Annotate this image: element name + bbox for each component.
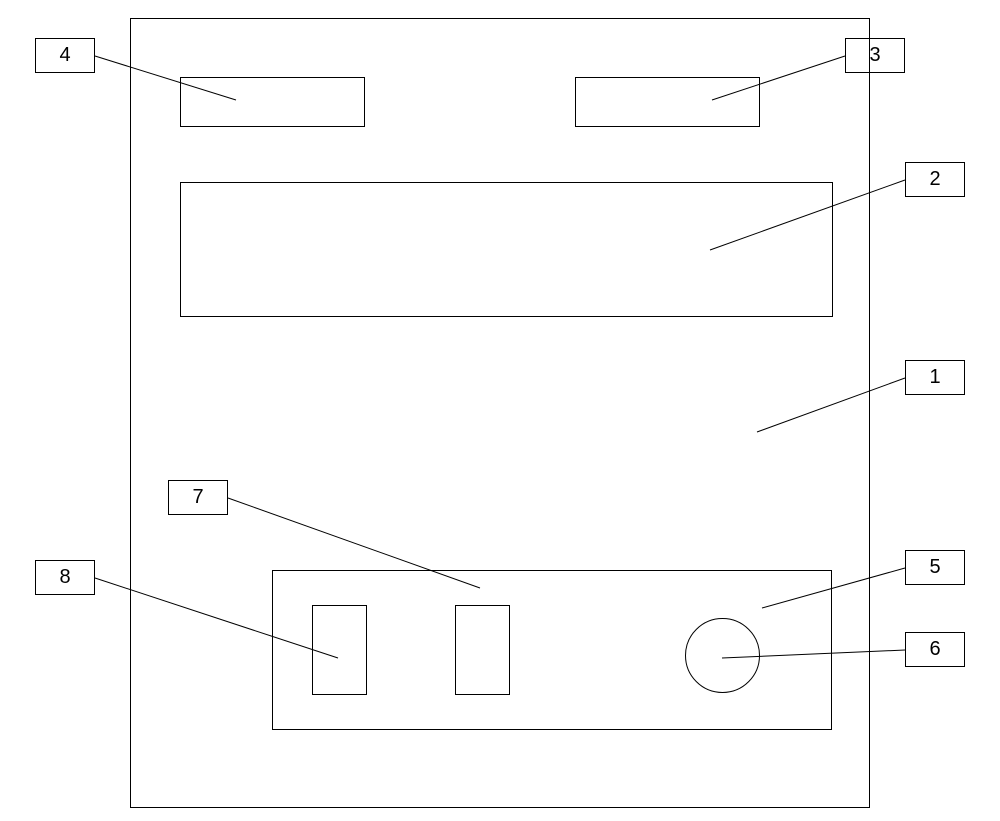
label-4: 4 [35, 38, 95, 73]
label-1: 1 [905, 360, 965, 395]
label-1-text: 1 [929, 366, 940, 389]
label-3: 3 [845, 38, 905, 73]
label-8: 8 [35, 560, 95, 595]
label-5-text: 5 [929, 556, 940, 579]
top-right-slot [575, 77, 760, 127]
label-7: 7 [168, 480, 228, 515]
label-2: 2 [905, 162, 965, 197]
diagram-canvas: 1 2 3 4 5 6 7 8 [0, 0, 1000, 821]
wide-bar [180, 182, 833, 317]
label-4-text: 4 [59, 44, 70, 67]
label-2-text: 2 [929, 168, 940, 191]
label-5: 5 [905, 550, 965, 585]
lower-small-mid [455, 605, 510, 695]
lower-small-left [312, 605, 367, 695]
label-6-text: 6 [929, 638, 940, 661]
label-7-text: 7 [192, 486, 203, 509]
label-3-text: 3 [869, 44, 880, 67]
label-8-text: 8 [59, 566, 70, 589]
top-left-slot [180, 77, 365, 127]
knob-circle [685, 618, 760, 693]
label-6: 6 [905, 632, 965, 667]
